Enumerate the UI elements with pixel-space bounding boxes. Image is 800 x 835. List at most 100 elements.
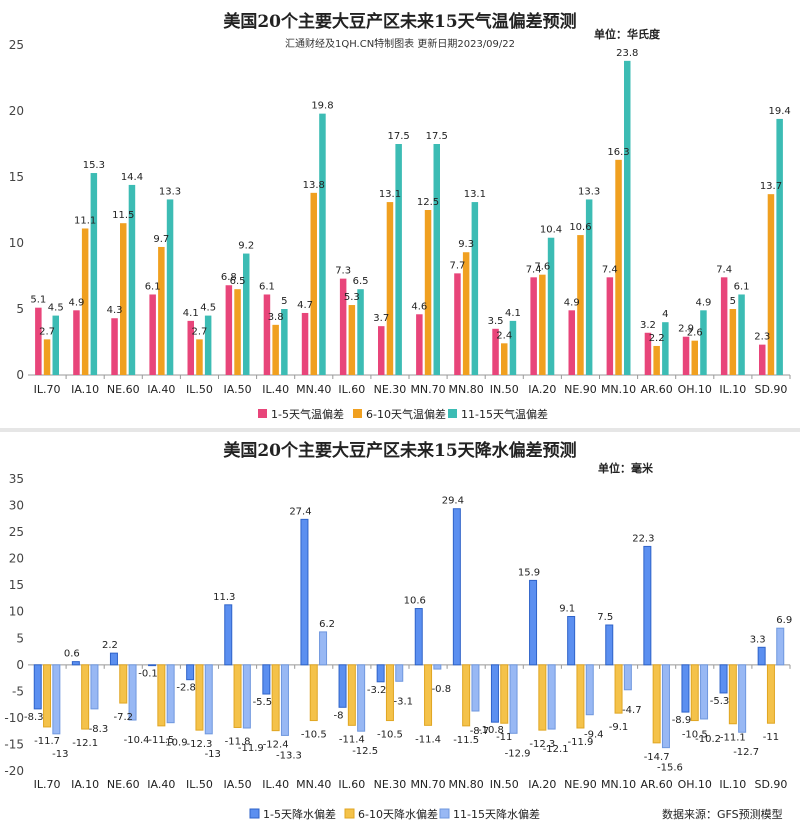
bar-2 xyxy=(348,305,356,375)
bar-3 xyxy=(700,310,707,375)
data-label: 6.9 xyxy=(776,615,792,626)
bar-3 xyxy=(280,664,289,736)
y-tick-label: -10 xyxy=(4,711,24,725)
legend-label-2: 6-10天降水偏差 xyxy=(358,807,438,821)
data-label: 14.4 xyxy=(121,172,143,183)
data-label: 9.3 xyxy=(458,239,474,250)
bar-2 xyxy=(234,289,241,375)
data-label: -10.5 xyxy=(682,730,708,741)
data-label: 6.1 xyxy=(259,281,275,292)
bar-2 xyxy=(424,210,432,375)
data-label: 7.6 xyxy=(534,262,550,273)
category-label: NE.90 xyxy=(564,383,597,396)
bar-3 xyxy=(547,237,555,375)
bar-2 xyxy=(424,664,433,726)
y-tick-label: 5 xyxy=(16,302,24,316)
bar-3 xyxy=(509,664,518,734)
bar-2 xyxy=(538,664,547,731)
data-label: 10.6 xyxy=(569,222,591,233)
data-label: -13.3 xyxy=(276,750,302,761)
bar-2 xyxy=(385,664,394,722)
bar-1 xyxy=(187,320,194,375)
data-label: 3.7 xyxy=(373,313,389,324)
data-label: -12.3 xyxy=(187,739,213,750)
data-label: -12.1 xyxy=(543,744,569,755)
y-tick-label: 30 xyxy=(9,499,24,513)
bar-2 xyxy=(309,664,318,722)
bar-3 xyxy=(623,664,632,691)
data-label: -0.8 xyxy=(432,684,452,695)
bar-3 xyxy=(128,664,137,721)
data-label: -8 xyxy=(334,710,344,721)
bar-3 xyxy=(433,664,442,670)
bar-2 xyxy=(81,664,90,730)
bar-2 xyxy=(386,202,394,375)
bar-3 xyxy=(357,664,366,732)
data-label: 3.2 xyxy=(640,320,656,331)
data-label: -7.2 xyxy=(113,712,133,723)
bar-1 xyxy=(73,310,80,375)
precipitation-axes: -20 -15 -10 -5 0 5 10 15 20 25 30 35 IL.70 IA.10 NE.60… xyxy=(4,472,791,791)
data-label: -9.4 xyxy=(584,730,604,741)
data-source-note: 数据来源：GFS预测模型 xyxy=(662,807,783,821)
data-label: 13.8 xyxy=(303,180,325,191)
bar-1 xyxy=(530,277,537,375)
bar-1 xyxy=(416,314,423,375)
bar-3 xyxy=(242,664,251,729)
category-label: IL.50 xyxy=(186,778,213,791)
bar-2 xyxy=(158,246,165,375)
bar-2 xyxy=(615,159,622,375)
bar-2 xyxy=(119,664,128,704)
bar-1 xyxy=(605,624,614,666)
category-label: SD.90 xyxy=(754,778,787,791)
legend-label-1: 1-5天气温偏差 xyxy=(271,407,344,421)
bar-3 xyxy=(166,199,174,375)
y-tick-label: -5 xyxy=(12,684,24,698)
bar-1 xyxy=(606,277,614,375)
bar-1 xyxy=(376,664,385,683)
bar-1 xyxy=(148,664,157,667)
bar-3 xyxy=(738,664,747,733)
data-label: -0.1 xyxy=(138,668,158,679)
bar-2 xyxy=(539,274,546,375)
bar-3 xyxy=(128,184,136,375)
y-tick-label: 25 xyxy=(9,38,24,52)
data-label: -12.4 xyxy=(263,740,289,751)
bar-3 xyxy=(90,173,98,375)
bar-1 xyxy=(35,307,42,375)
y-tick-label: 15 xyxy=(9,170,24,184)
bar-1 xyxy=(225,285,233,375)
bar-2 xyxy=(614,664,623,714)
bar-1 xyxy=(33,664,42,710)
temperature-data-labels: 5.1 2.7 4.5 4.9 11.1 15.3 4.3 11.5 14.4 6.1 9.7 13.… xyxy=(30,48,790,344)
data-label: 6.5 xyxy=(230,276,246,287)
bar-3 xyxy=(547,664,556,730)
bar-1 xyxy=(263,294,271,375)
bar-2 xyxy=(43,664,52,728)
data-label: 4.7 xyxy=(297,300,313,311)
data-label: -9.1 xyxy=(609,722,629,733)
data-label: 7.5 xyxy=(597,612,613,623)
bar-2 xyxy=(767,194,775,375)
data-label: 4.6 xyxy=(411,301,427,312)
bar-2 xyxy=(691,340,698,375)
data-label: -15.6 xyxy=(657,763,683,774)
data-label: 7.3 xyxy=(335,266,351,277)
bar-2 xyxy=(462,664,471,727)
bar-3 xyxy=(166,664,175,724)
data-label: 13.3 xyxy=(578,186,600,197)
bar-2 xyxy=(43,339,51,375)
data-label: 9.1 xyxy=(559,604,575,615)
temperature-bars xyxy=(35,60,783,376)
bar-1 xyxy=(301,312,309,375)
data-label: -12.9 xyxy=(505,748,531,759)
data-label: 13.7 xyxy=(760,181,782,192)
data-label: -11.7 xyxy=(34,736,60,747)
bar-1 xyxy=(378,326,385,375)
data-label: -10.8 xyxy=(478,725,504,736)
data-label: -11.1 xyxy=(720,733,746,744)
category-label: IL.50 xyxy=(186,383,213,396)
data-label: -11.8 xyxy=(225,736,251,747)
y-tick-label: 15 xyxy=(9,578,24,592)
y-tick-label: 10 xyxy=(9,236,24,250)
